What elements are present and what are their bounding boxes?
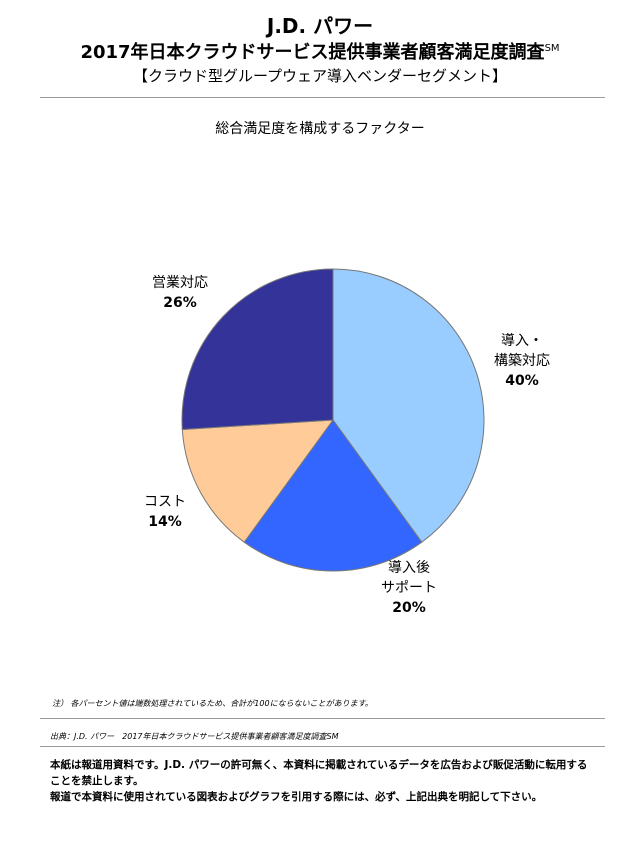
service-mark: SM: [544, 43, 560, 54]
slice-label-setup-line1: 導入・: [501, 333, 543, 349]
header-divider: [40, 97, 605, 98]
survey-title: 2017年日本クラウドサービス提供事業者顧客満足度調査SM: [0, 38, 640, 64]
slice-value-support: 20%: [392, 600, 426, 616]
disclaimer: 本紙は報道用資料です。J.D. パワーの許可無く、本資料に掲載されているデータを…: [50, 757, 595, 805]
slice-label-sales: 営業対応 26%: [135, 273, 225, 313]
source-credit: 出典：J.D. パワー 2017年日本クラウドサービス提供事業者顧客満足度調査S…: [50, 732, 339, 741]
slice-label-setup: 導入・ 構築対応 40%: [472, 331, 572, 391]
footnote: 注） 各パーセント値は端数処理されているため、合計が100にならないことがありま…: [52, 699, 373, 708]
pie-slice-cost: [181, 419, 335, 543]
slice-label-cost-line1: コスト: [144, 494, 186, 510]
slice-label-cost: コスト 14%: [130, 492, 200, 532]
chart-title: 総合満足度を構成するファクター: [215, 121, 425, 137]
slice-value-sales: 26%: [163, 295, 197, 311]
slice-label-support-line2: サポート: [381, 580, 437, 596]
slice-value-setup: 40%: [505, 373, 539, 389]
pie-slice-sales: [181, 268, 334, 431]
pie-chart: [181, 268, 485, 572]
footnote-divider: [40, 718, 605, 719]
disclaimer-line2: 報道で本資料に使用されている図表およびグラフを引用する際には、必ず、上記出典を明…: [50, 791, 543, 803]
pie-slices: [181, 268, 485, 572]
slice-label-support: 導入後 サポート 20%: [359, 558, 459, 618]
source-divider: [40, 746, 605, 747]
pie-slice-support: [243, 419, 423, 572]
disclaimer-line1: 本紙は報道用資料です。J.D. パワーの許可無く、本資料に掲載されているデータを…: [50, 759, 588, 787]
slice-label-support-line1: 導入後: [388, 560, 430, 576]
pie-slice-setup: [332, 268, 485, 543]
brand-title: J.D. パワー: [266, 14, 374, 38]
slice-value-cost: 14%: [148, 514, 182, 530]
slice-label-sales-line1: 営業対応: [152, 275, 208, 291]
slice-label-setup-line2: 構築対応: [494, 353, 550, 369]
segment-subtitle: 【クラウド型グループウェア導入ベンダーセグメント】: [132, 67, 508, 85]
survey-title-text: 2017年日本クラウドサービス提供事業者顧客満足度調査: [80, 42, 545, 63]
